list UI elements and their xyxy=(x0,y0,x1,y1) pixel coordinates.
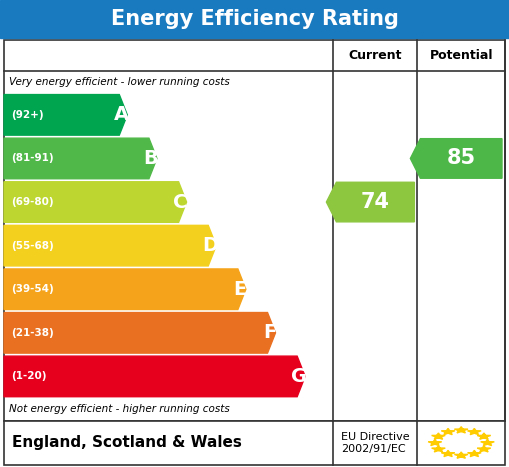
Polygon shape xyxy=(480,439,494,446)
Polygon shape xyxy=(4,269,246,310)
Text: EU Directive
2002/91/EC: EU Directive 2002/91/EC xyxy=(342,432,410,453)
Text: Current: Current xyxy=(349,49,402,62)
Text: (81-91): (81-91) xyxy=(11,154,53,163)
Polygon shape xyxy=(455,452,468,458)
Text: G: G xyxy=(291,367,307,386)
Polygon shape xyxy=(4,312,275,353)
Text: (1-20): (1-20) xyxy=(11,371,46,382)
Polygon shape xyxy=(441,450,455,457)
Polygon shape xyxy=(432,433,445,439)
Text: (39-54): (39-54) xyxy=(11,284,54,294)
Text: D: D xyxy=(202,236,218,255)
Text: England, Scotland & Wales: England, Scotland & Wales xyxy=(12,435,242,450)
Text: 85: 85 xyxy=(446,149,476,169)
Polygon shape xyxy=(4,182,187,222)
Text: (92+): (92+) xyxy=(11,110,44,120)
Text: Very energy efficient - lower running costs: Very energy efficient - lower running co… xyxy=(9,77,230,87)
Text: E: E xyxy=(233,280,246,299)
Text: F: F xyxy=(263,323,276,342)
Polygon shape xyxy=(326,182,414,222)
Bar xyxy=(4,421,505,465)
Text: (55-68): (55-68) xyxy=(11,241,54,251)
Polygon shape xyxy=(467,428,481,435)
Text: Energy Efficiency Rating: Energy Efficiency Rating xyxy=(110,9,399,29)
Polygon shape xyxy=(4,94,127,135)
Polygon shape xyxy=(477,433,491,439)
Polygon shape xyxy=(455,427,468,433)
Polygon shape xyxy=(467,450,481,457)
Polygon shape xyxy=(4,138,157,179)
Text: C: C xyxy=(174,192,188,212)
Polygon shape xyxy=(441,428,455,435)
Text: 74: 74 xyxy=(361,192,390,212)
Polygon shape xyxy=(477,446,491,452)
Bar xyxy=(4,40,505,421)
Polygon shape xyxy=(432,446,445,452)
Text: (69-80): (69-80) xyxy=(11,197,53,207)
Polygon shape xyxy=(4,356,305,397)
Text: Potential: Potential xyxy=(430,49,493,62)
Text: (21-38): (21-38) xyxy=(11,328,54,338)
Bar xyxy=(0,0,509,38)
Polygon shape xyxy=(410,139,502,178)
Polygon shape xyxy=(4,226,216,266)
Text: Not energy efficient - higher running costs: Not energy efficient - higher running co… xyxy=(9,404,230,414)
Text: B: B xyxy=(144,149,158,168)
Text: A: A xyxy=(114,106,129,124)
Polygon shape xyxy=(428,439,442,446)
